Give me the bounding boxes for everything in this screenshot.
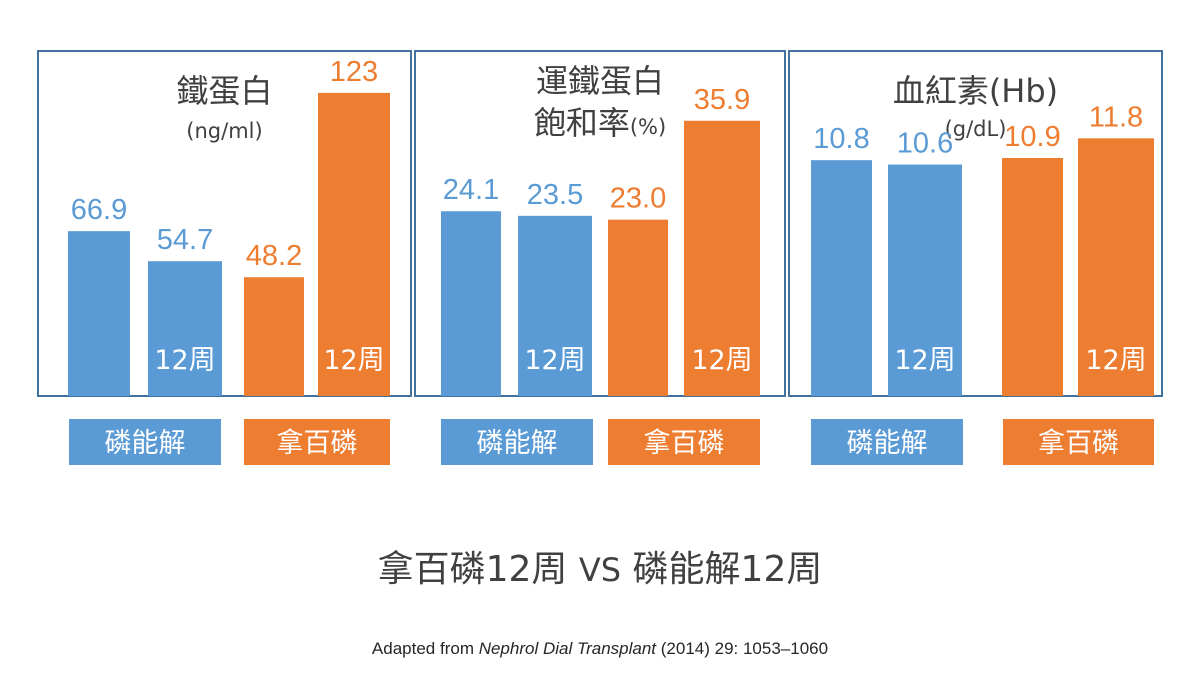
bar <box>1002 157 1063 396</box>
bar-value-label: 23.5 <box>527 179 583 211</box>
category-label: 拿百磷 <box>1038 428 1119 459</box>
panel-title-line: 飽和率(%) <box>534 104 666 142</box>
subtitle-left: 拿百磷12周 <box>377 549 568 590</box>
category-box <box>1003 419 1154 465</box>
bar-inner-label: 12周 <box>691 345 752 376</box>
category-label: 磷能解 <box>105 428 186 459</box>
category-label: 拿百磷 <box>644 428 725 459</box>
bar <box>318 92 390 397</box>
citation-journal: Nephrol Dial Transplant <box>478 639 657 658</box>
bar-inner-label: 12周 <box>524 345 585 376</box>
bar <box>608 219 668 396</box>
bar <box>68 231 130 396</box>
bar-inner-label: 12周 <box>323 345 384 376</box>
bar-value-label: 10.8 <box>813 123 869 155</box>
bar-value-label: 10.6 <box>897 128 953 160</box>
bar <box>441 211 501 396</box>
bar-value-label: 48.2 <box>246 240 302 272</box>
bar <box>148 261 222 396</box>
citation-suffix: (2014) 29: 1053–1060 <box>656 639 829 658</box>
bar <box>811 160 872 396</box>
bar <box>888 164 962 396</box>
subtitle-vs: VS <box>578 551 622 589</box>
bar-value-label: 123 <box>330 56 378 88</box>
bar <box>244 277 304 396</box>
category-box <box>244 419 390 465</box>
category-label: 拿百磷 <box>277 428 358 459</box>
bar <box>684 120 760 397</box>
panel-frame <box>37 50 412 397</box>
panel-frame <box>414 50 786 397</box>
bar-inner-label: 12周 <box>1085 345 1146 376</box>
category-box <box>608 419 760 465</box>
panel-unit: (ng/ml) <box>186 119 262 143</box>
category-box <box>811 419 963 465</box>
bar-value-label: 66.9 <box>71 194 127 226</box>
panel-unit: (%) <box>630 115 666 139</box>
bar-value-label: 23.0 <box>610 183 666 215</box>
panel-unit: (g/dL) <box>945 117 1007 141</box>
subtitle-right: 磷能解12周 <box>632 549 823 590</box>
panel-title-line: 鐵蛋白 <box>176 72 272 110</box>
comparison-subtitle: 拿百磷12周 VS 磷能解12周 <box>0 540 1200 592</box>
bar-value-label: 11.8 <box>1089 101 1143 133</box>
panel-title-line: 運鐵蛋白 <box>536 62 664 100</box>
panel-frame <box>788 50 1163 397</box>
bar <box>518 215 592 396</box>
citation: Adapted from Nephrol Dial Transplant (20… <box>0 639 1200 659</box>
category-box <box>69 419 221 465</box>
citation-prefix: Adapted from <box>371 639 479 658</box>
category-label: 磷能解 <box>847 428 928 459</box>
bar-value-label: 35.9 <box>694 84 750 116</box>
bar <box>1078 138 1154 396</box>
bar-inner-label: 12周 <box>154 345 215 376</box>
bar-value-label: 10.9 <box>1004 121 1060 153</box>
category-label: 磷能解 <box>477 428 558 459</box>
bar-inner-label: 12周 <box>894 345 955 376</box>
panel-title-line: 血紅素(Hb) <box>893 72 1058 110</box>
category-box <box>441 419 593 465</box>
bar-value-label: 24.1 <box>443 174 499 206</box>
bar-value-label: 54.7 <box>157 224 213 256</box>
